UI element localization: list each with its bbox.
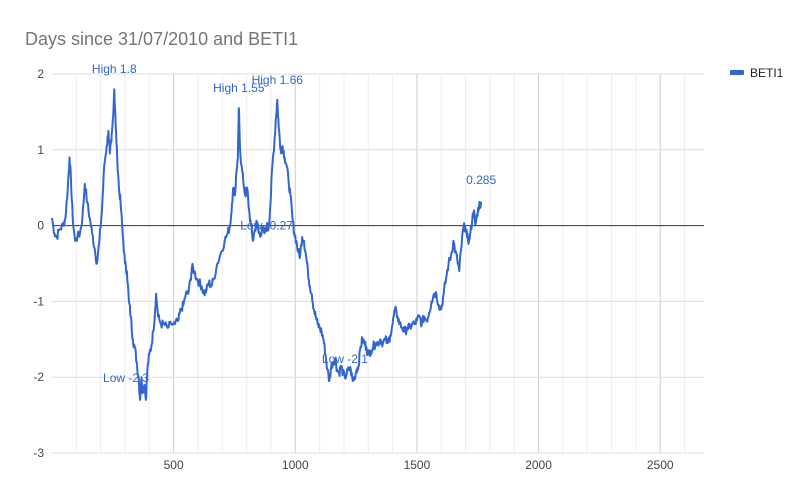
chart-title: Days since 31/07/2010 and BETI1 [25, 29, 298, 49]
y-tick-label: -2 [33, 370, 44, 384]
annotation-label: High 1.55 [213, 81, 265, 95]
x-tick-label: 1000 [282, 458, 309, 472]
annotation-label: High 1.8 [92, 62, 137, 76]
y-tick-label: -1 [33, 294, 44, 308]
series-layer [51, 88, 483, 401]
y-tick-label: 1 [37, 143, 44, 157]
x-tick-label: 500 [164, 458, 184, 472]
annotation-label: 0.285 [466, 173, 496, 187]
y-tick-label: 0 [37, 219, 44, 233]
legend[interactable]: BETI1 [730, 66, 784, 80]
grid-lines [52, 73, 704, 454]
legend-swatch [730, 70, 744, 75]
annotation-label: Low -2.1 [322, 352, 368, 366]
series-line-beti1[interactable] [51, 88, 483, 401]
annotation-label: Low -2.3 [103, 371, 149, 385]
legend-label: BETI1 [750, 66, 784, 80]
x-tick-label: 1500 [404, 458, 431, 472]
y-tick-label: -3 [33, 446, 44, 460]
annotation-label: High 1.66 [252, 73, 304, 87]
annotation-label: Low -0.27 [240, 219, 293, 233]
y-tick-label: 2 [37, 67, 44, 81]
x-tick-label: 2500 [647, 458, 674, 472]
x-tick-label: 2000 [525, 458, 552, 472]
